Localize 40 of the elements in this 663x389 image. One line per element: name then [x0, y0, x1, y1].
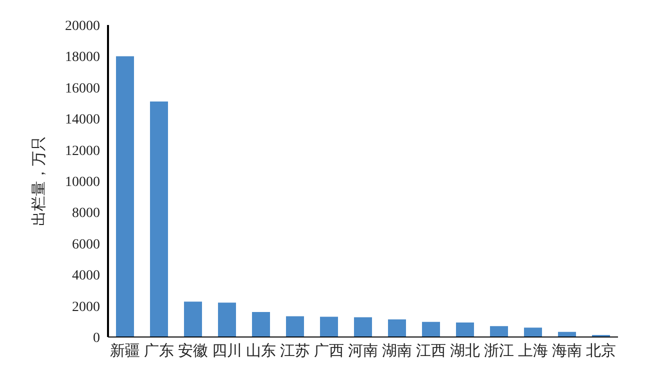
x-tick-label: 新疆: [110, 342, 140, 360]
bar: [388, 319, 406, 337]
y-tick-label: 8000: [72, 206, 100, 222]
x-tick-label: 安徽: [178, 342, 208, 360]
x-tick-label: 广东: [144, 342, 174, 360]
bar: [354, 317, 372, 337]
y-tick-label: 16000: [65, 81, 100, 96]
x-tick-label: 湖南: [382, 342, 412, 360]
x-tick-label: 湖北: [450, 342, 480, 360]
x-tick-label: 浙江: [484, 342, 514, 360]
y-tick-label: 14000: [65, 112, 100, 128]
y-axis-title: 出栏量，万只: [30, 136, 48, 226]
bar: [184, 302, 202, 337]
bar: [320, 316, 338, 337]
bar: [252, 312, 270, 337]
y-tick-label: 18000: [65, 50, 100, 66]
bar: [524, 328, 542, 337]
x-tick-label: 海南: [552, 342, 582, 360]
x-tick-label: 河南: [348, 342, 378, 360]
y-tick-label: 10000: [65, 174, 100, 190]
x-tick-label: 山东: [246, 342, 276, 360]
x-tick-label: 江西: [416, 342, 446, 360]
y-tick-label: 12000: [65, 144, 100, 159]
y-tick-label: 6000: [72, 237, 100, 252]
x-tick-label: 江苏: [280, 342, 310, 360]
bar: [490, 326, 508, 337]
y-tick-label: 0: [93, 330, 100, 346]
bar: [218, 302, 236, 337]
bar: [286, 316, 304, 337]
x-tick-label: 四川: [212, 342, 242, 360]
bar: [150, 101, 168, 337]
y-tick-label: 20000: [65, 18, 100, 34]
x-tick-label: 上海: [518, 342, 548, 360]
bar: [116, 56, 134, 337]
bar: [456, 322, 474, 337]
y-tick-label: 2000: [72, 300, 100, 315]
x-tick-label: 广西: [314, 342, 344, 360]
bar: [422, 322, 440, 337]
y-tick-label: 4000: [72, 268, 100, 284]
x-tick-label: 北京: [586, 342, 616, 360]
